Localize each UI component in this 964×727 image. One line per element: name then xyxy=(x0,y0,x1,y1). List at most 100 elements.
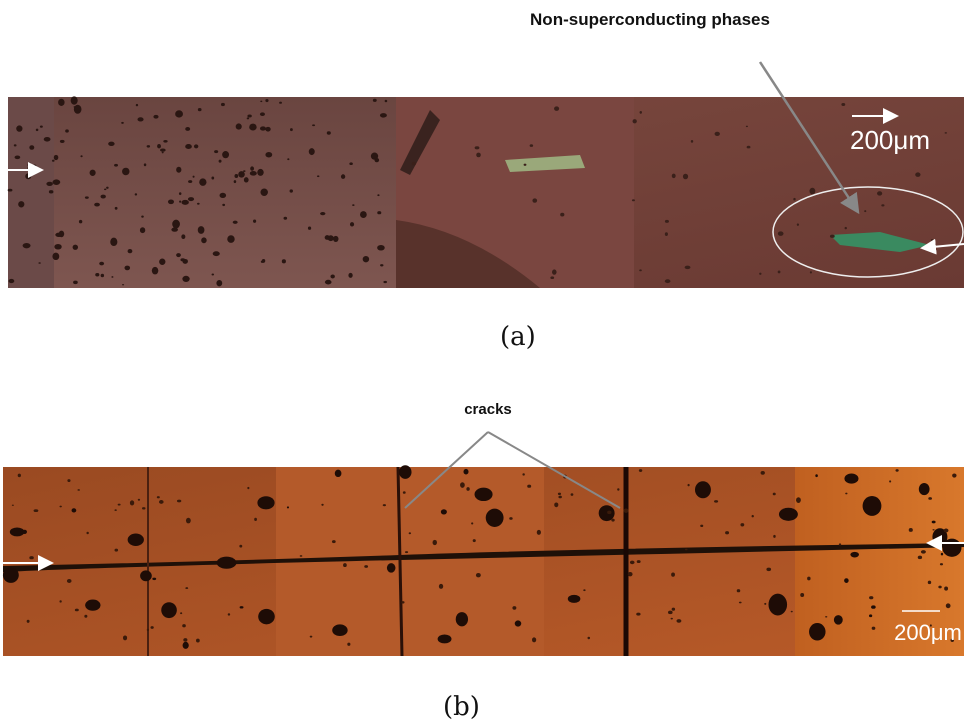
pore xyxy=(52,253,59,260)
pore xyxy=(476,153,481,158)
pore xyxy=(387,563,396,572)
pore xyxy=(73,245,78,250)
pore xyxy=(863,496,882,516)
pore xyxy=(258,609,275,625)
pore xyxy=(247,115,251,118)
pore xyxy=(399,465,411,479)
pore xyxy=(172,220,180,229)
pore xyxy=(73,281,78,284)
pore xyxy=(560,213,564,217)
pore xyxy=(737,589,740,592)
pore xyxy=(254,518,257,521)
pore xyxy=(872,627,876,630)
pore xyxy=(695,481,711,498)
pore xyxy=(347,643,350,646)
pore xyxy=(349,162,352,165)
pore xyxy=(944,587,948,591)
pore xyxy=(28,163,32,168)
pore xyxy=(889,480,891,482)
pore xyxy=(796,497,801,503)
pore xyxy=(725,531,729,534)
pore xyxy=(554,106,559,111)
pore xyxy=(152,267,159,275)
pore xyxy=(881,204,884,206)
pore xyxy=(909,528,913,532)
pore xyxy=(284,217,288,220)
pore xyxy=(810,271,812,273)
pore xyxy=(260,112,265,116)
pore xyxy=(332,624,347,636)
pore xyxy=(52,160,55,162)
pore xyxy=(84,615,87,618)
pore xyxy=(844,578,849,583)
pore xyxy=(532,198,537,202)
pore xyxy=(486,509,504,527)
pore xyxy=(588,637,591,639)
pore xyxy=(60,140,65,143)
pore xyxy=(185,587,188,589)
pore xyxy=(845,493,847,495)
page: 200μm 200μm Non-superconducting phases c… xyxy=(0,0,964,727)
pore xyxy=(945,132,947,134)
pore xyxy=(34,509,39,512)
pore xyxy=(791,611,793,613)
pore xyxy=(100,195,105,199)
pore xyxy=(159,500,164,504)
pore xyxy=(250,171,257,176)
pore xyxy=(122,168,129,176)
pore xyxy=(94,203,100,207)
pore xyxy=(401,601,404,603)
pore xyxy=(938,586,941,589)
pore xyxy=(845,227,847,229)
pore xyxy=(583,589,585,591)
pore xyxy=(152,578,156,580)
pore xyxy=(185,144,192,149)
pore xyxy=(809,623,826,641)
pore xyxy=(257,496,274,509)
pore xyxy=(157,144,161,148)
pore xyxy=(201,237,206,243)
pore xyxy=(550,276,554,279)
pore xyxy=(320,212,325,215)
pore xyxy=(279,102,282,104)
pore xyxy=(558,496,561,499)
pore xyxy=(740,523,744,526)
pore xyxy=(665,232,668,236)
pore xyxy=(111,276,113,278)
pore xyxy=(142,507,145,509)
pore xyxy=(377,211,381,214)
pore xyxy=(769,594,788,616)
pore xyxy=(141,216,144,218)
pore xyxy=(639,469,642,472)
pore xyxy=(239,545,242,548)
pore xyxy=(433,540,437,545)
pore xyxy=(928,581,931,585)
pore xyxy=(181,234,185,239)
pore xyxy=(216,280,222,286)
pore xyxy=(95,273,99,276)
pore xyxy=(175,110,183,117)
pore xyxy=(350,222,354,226)
pore xyxy=(778,270,781,273)
pore xyxy=(439,584,443,589)
pore xyxy=(197,203,200,205)
pore xyxy=(25,173,31,179)
pore xyxy=(198,226,205,234)
pore xyxy=(466,487,469,491)
pore xyxy=(685,266,691,270)
pore xyxy=(715,132,720,136)
pore xyxy=(932,529,934,530)
pore xyxy=(198,108,202,111)
pore xyxy=(260,189,267,196)
pore xyxy=(260,126,266,130)
pore xyxy=(18,201,24,207)
pore xyxy=(265,152,272,157)
pore xyxy=(213,251,220,256)
pore xyxy=(915,172,920,177)
pore xyxy=(12,505,14,506)
pore xyxy=(137,117,143,121)
pore xyxy=(746,126,748,128)
pore xyxy=(628,572,633,576)
pore xyxy=(476,573,481,577)
pore xyxy=(163,140,167,143)
